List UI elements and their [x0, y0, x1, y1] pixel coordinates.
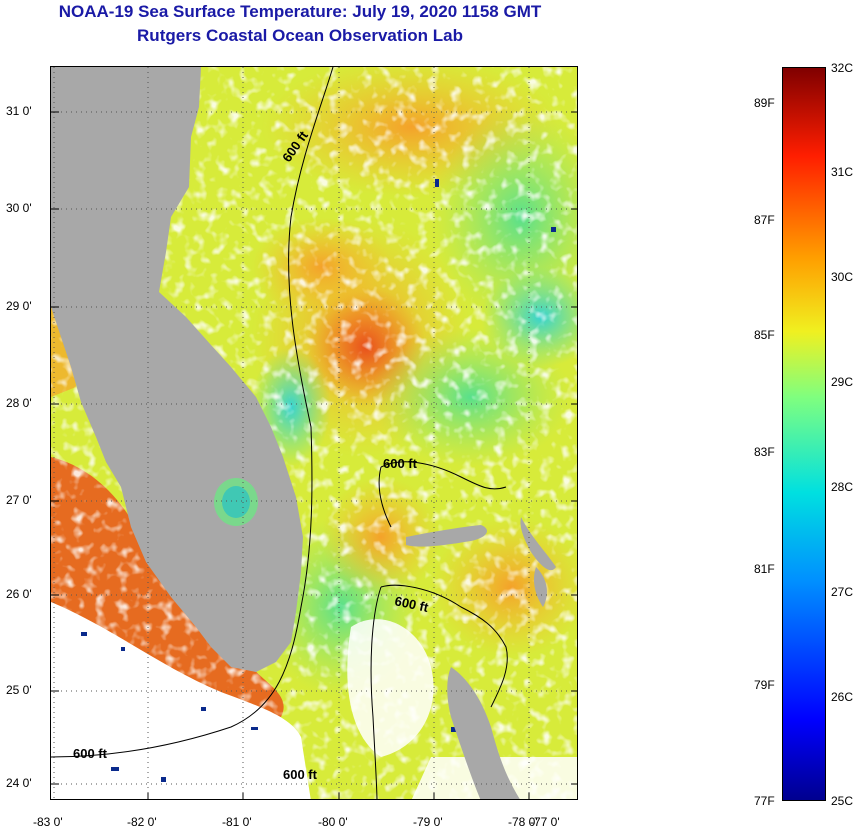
lon-tick-78: -78 0' — [508, 815, 538, 829]
isobath-600ft — [51, 67, 508, 799]
cb-label-79f: 79F — [754, 678, 775, 692]
lat-tick-25: 25 0' — [6, 683, 32, 697]
contour-label-south: 600 ft — [283, 767, 318, 782]
lon-tick-77: -77 0' — [530, 815, 560, 829]
cb-label-81f: 81F — [754, 562, 775, 576]
lat-tick-29: 29 0' — [6, 299, 32, 313]
colorbar-gradient — [783, 68, 825, 800]
axis-ticks — [51, 111, 577, 799]
cb-label-30c: 30C — [831, 270, 854, 284]
map-title: NOAA-19 Sea Surface Temperature: July 19… — [58, 2, 542, 21]
cb-label-32c: 32C — [831, 61, 854, 75]
lat-tick-30: 30 0' — [6, 201, 32, 215]
lat-tick-27: 27 0' — [6, 493, 32, 507]
lat-tick-24: 24 0' — [6, 776, 32, 790]
grand-bahama — [406, 525, 487, 547]
cb-label-25c: 25C — [831, 794, 854, 808]
temperature-colorbar — [782, 67, 826, 801]
contour-label-nw-providence: 600 ft — [393, 593, 430, 615]
cb-label-87f: 87F — [754, 213, 775, 227]
cb-label-31c: 31C — [831, 165, 854, 179]
lon-tick-79: -79 0' — [413, 815, 443, 829]
map-subtitle: Rutgers Coastal Ocean Observation Lab — [137, 26, 463, 45]
graticule — [51, 67, 577, 799]
lat-tick-28: 28 0' — [6, 396, 32, 410]
cb-label-27c: 27C — [831, 585, 854, 599]
sst-map: 600 ft 600 ft 600 ft 600 ft 600 ft — [50, 66, 578, 800]
lon-tick-82: -82 0' — [127, 815, 157, 829]
cb-label-29c: 29C — [831, 375, 854, 389]
lon-tick-81: -81 0' — [222, 815, 252, 829]
cb-label-85f: 85F — [754, 328, 775, 342]
contour-label-west: 600 ft — [73, 746, 108, 761]
cb-label-28c: 28C — [831, 480, 854, 494]
missing-data-south — [51, 602, 311, 799]
contour-label-grand-bahama: 600 ft — [383, 456, 418, 471]
lat-tick-26: 26 0' — [6, 587, 32, 601]
cb-label-26c: 26C — [831, 690, 854, 704]
cb-label-77f: 77F — [754, 794, 775, 808]
cb-label-83f: 83F — [754, 445, 775, 459]
abaco-island — [520, 517, 556, 571]
lat-tick-31: 31 0' — [6, 104, 32, 118]
lon-tick-83: -83 0' — [33, 815, 63, 829]
sst-map-canvas: 600 ft 600 ft 600 ft 600 ft 600 ft — [51, 67, 577, 799]
lon-tick-80: -80 0' — [318, 815, 348, 829]
andros-island — [447, 667, 520, 799]
cb-label-89f: 89F — [754, 96, 775, 110]
